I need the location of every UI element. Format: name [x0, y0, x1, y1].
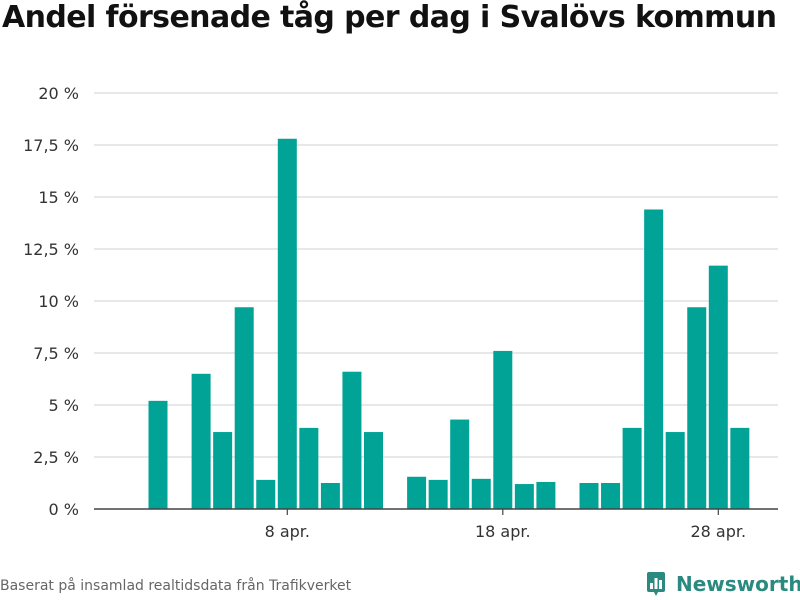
bar [277, 138, 297, 509]
y-axis-ticks: 0 % 2,5 % 5 % 7,5 % 10 % 12,5 % 15 % 17,5 % 20 % [23, 84, 79, 519]
bar [493, 350, 513, 509]
bar-chart-logo-icon [647, 572, 665, 596]
bars [148, 138, 750, 510]
x-tick-label: 18 apr. [475, 522, 531, 541]
bar [450, 419, 470, 509]
chart-title: Andel försenade tåg per dag i Svalövs ko… [2, 0, 777, 35]
brand-name: Newsworthy [676, 572, 800, 596]
bar [622, 427, 642, 509]
bar [536, 481, 556, 509]
bar [687, 307, 707, 509]
bar [342, 371, 362, 509]
bar [299, 427, 319, 509]
bar [665, 432, 685, 509]
brand-logo: Newsworthy [644, 570, 800, 598]
bar [579, 483, 599, 509]
bar [407, 476, 427, 509]
y-tick-label: 5 % [49, 396, 79, 415]
bar [428, 479, 448, 509]
bar [364, 432, 383, 509]
y-tick-label: 2,5 % [33, 448, 79, 467]
bar [213, 432, 233, 509]
bar [601, 483, 621, 509]
source-note: Baserat på insamlad realtidsdata från Tr… [0, 578, 352, 594]
bar [730, 427, 750, 509]
y-tick-label: 20 % [38, 84, 79, 103]
bar [191, 373, 211, 509]
y-tick-label: 15 % [38, 188, 79, 207]
y-tick-label: 12,5 % [23, 240, 79, 259]
x-tick-label: 8 apr. [265, 522, 310, 541]
bar [514, 484, 534, 509]
bar [234, 307, 254, 509]
y-tick-label: 10 % [38, 292, 79, 311]
y-tick-label: 17,5 % [23, 136, 79, 155]
bar [471, 478, 491, 509]
x-axis: 8 apr. 18 apr. 28 apr. [94, 508, 778, 541]
bar [320, 483, 340, 509]
bar [644, 209, 664, 510]
bar [148, 400, 168, 509]
bar [708, 265, 728, 509]
bar [256, 479, 276, 509]
x-tick-label: 28 apr. [690, 522, 746, 541]
y-tick-label: 7,5 % [33, 344, 79, 363]
y-tick-label: 0 % [49, 500, 79, 519]
